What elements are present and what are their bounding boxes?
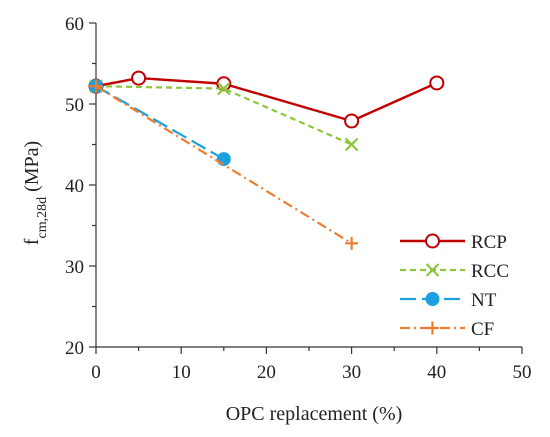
data-point-rcp: [131, 70, 147, 86]
y-tick-label: 30: [65, 257, 84, 278]
y-axis-label: fcm,28d (MPa): [21, 141, 50, 245]
y-tick-label: 40: [65, 176, 84, 197]
x-axis-label: OPC replacement (%): [226, 403, 403, 425]
x-tick-label: 40: [427, 362, 446, 383]
legend-label-cf: CF: [471, 319, 494, 340]
x-tick-label: 30: [342, 362, 361, 383]
x-tick-label: 20: [257, 362, 276, 383]
x-tick-label: 50: [513, 362, 532, 383]
x-tick-label: 10: [172, 362, 191, 383]
data-point-rcc: [344, 137, 359, 152]
legend-marker-cf: [426, 321, 439, 335]
legend-item-nt: NT: [400, 290, 497, 311]
data-point-cf: [89, 79, 103, 93]
legend-item-cf: CF: [400, 319, 494, 340]
legend-item-rcc: RCC: [400, 261, 509, 282]
legend-marker-rcp: [425, 233, 440, 249]
legend-label-nt: NT: [471, 290, 497, 311]
axes: 20 30 40 50 60 0 10 20 30 40 50: [65, 14, 532, 383]
data-point-rcc: [217, 81, 231, 96]
data-point-rcp: [344, 113, 360, 129]
y-tick-label: 50: [65, 95, 84, 116]
series-nt: [89, 79, 231, 167]
y-axis-label-base: f: [21, 238, 43, 245]
x-tick-label: 0: [91, 362, 101, 383]
series-rcp: [88, 70, 445, 129]
legend: RCP RCC NT CF: [400, 232, 509, 340]
y-tick-label: 60: [65, 14, 84, 35]
y-axis-label-subscript: cm,28d: [35, 197, 50, 239]
data-point-rcp: [429, 75, 445, 91]
data-point-cf: [345, 236, 359, 250]
legend-marker-rcc: [425, 263, 440, 277]
y-tick-label: 20: [65, 338, 84, 359]
legend-label-rcc: RCC: [471, 261, 509, 282]
data-point-rcp: [216, 76, 232, 92]
legend-item-rcp: RCP: [400, 232, 507, 253]
series-line-rcc: [95, 85, 353, 146]
series-cf: [89, 79, 359, 250]
legend-label-rcp: RCP: [471, 232, 507, 253]
y-axis-label-suffix: (MPa): [21, 141, 43, 197]
legend-marker-nt: [425, 292, 440, 306]
series-layer: [88, 70, 445, 250]
